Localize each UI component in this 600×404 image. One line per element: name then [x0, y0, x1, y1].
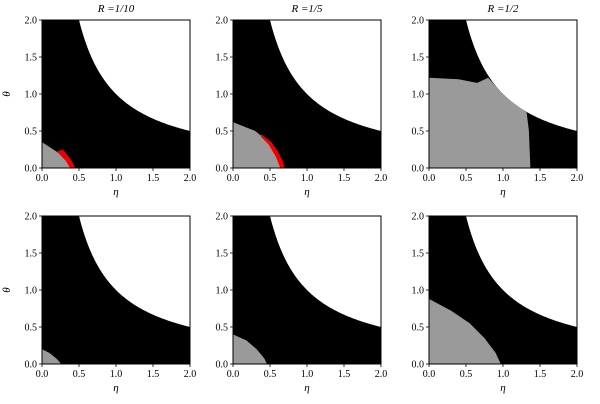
y-tick-label: 1.5 [25, 53, 38, 64]
red-region [56, 149, 76, 168]
x-axis-label: η [304, 186, 309, 198]
y-tick-label: 2.0 [25, 16, 38, 27]
y-tick-label: 0.5 [25, 323, 38, 334]
gray-region [429, 77, 531, 168]
y-tick-label: 2.0 [412, 212, 425, 223]
x-tick-label: 0.0 [423, 173, 436, 184]
x-tick-label: 0.5 [73, 173, 86, 184]
y-tick-label: 2.0 [412, 16, 425, 27]
y-tick-label: 0.0 [412, 360, 425, 371]
y-tick-label: 0.5 [412, 323, 425, 334]
chart-panel-2: 0.0 0.5 1.0 1.5 2.0 0.0 0.5 1.0 1.5 2.0 R =1/5 η [216, 3, 388, 198]
y-tick-label: 2.0 [216, 16, 229, 27]
x-tick-label: 2.0 [184, 369, 197, 380]
x-tick-label: 0.5 [264, 173, 277, 184]
gray-region [42, 349, 62, 364]
y-tick-label: 0.5 [412, 127, 425, 138]
feasible-region [42, 20, 190, 168]
x-axis-label: η [113, 186, 118, 198]
y-tick-label: 1.0 [412, 90, 425, 101]
y-tick-label: 0.5 [25, 127, 38, 138]
x-axis-label: η [304, 382, 309, 394]
x-tick-label: 0.0 [227, 369, 240, 380]
feasible-region [42, 216, 190, 364]
x-tick-label: 2.0 [375, 369, 388, 380]
x-tick-label: 1.5 [147, 173, 160, 184]
y-tick-label: 0.0 [216, 164, 229, 175]
x-tick-label: 1.0 [497, 369, 510, 380]
x-tick-label: 2.0 [375, 173, 388, 184]
y-tick-label: 1.0 [216, 90, 229, 101]
y-tick-label: 2.0 [25, 212, 38, 223]
y-tick-label: 0.0 [25, 164, 38, 175]
x-tick-label: 2.0 [184, 173, 197, 184]
chart-panel-3: 0.0 0.5 1.0 1.5 2.0 0.0 0.5 1.0 1.5 2.0 R =1/2 η [412, 3, 584, 198]
x-tick-label: 0.0 [36, 173, 49, 184]
x-tick-label: 1.5 [534, 173, 547, 184]
x-tick-label: 0.5 [460, 369, 473, 380]
y-axis-label: θ [1, 287, 13, 293]
x-tick-label: 0.5 [73, 369, 86, 380]
column-title: R =1/2 [487, 3, 519, 15]
gray-region [42, 142, 74, 168]
y-tick-label: 1.0 [412, 286, 425, 297]
x-tick-label: 1.5 [338, 173, 351, 184]
red-region [261, 133, 285, 168]
y-tick-label: 1.5 [216, 53, 229, 64]
x-tick-label: 1.5 [147, 369, 160, 380]
y-tick-label: 0.0 [25, 360, 38, 371]
chart-panel-4: 0.0 0.5 1.0 1.5 2.0 0.0 0.5 1.0 1.5 2.0 η θ [1, 212, 196, 395]
y-tick-label: 1.5 [25, 249, 38, 260]
y-tick-label: 0.5 [216, 323, 229, 334]
y-tick-label: 1.5 [412, 249, 425, 260]
y-tick-label: 0.0 [412, 164, 425, 175]
y-tick-label: 2.0 [216, 212, 229, 223]
x-tick-label: 1.0 [110, 369, 123, 380]
chart-panel-6: 0.0 0.5 1.0 1.5 2.0 0.0 0.5 1.0 1.5 2.0 η [412, 212, 584, 395]
x-tick-label: 2.0 [571, 369, 584, 380]
x-tick-label: 1.0 [301, 369, 314, 380]
x-tick-label: 0.5 [460, 173, 473, 184]
x-tick-label: 1.0 [301, 173, 314, 184]
x-tick-label: 0.0 [36, 369, 49, 380]
gray-region [233, 334, 268, 364]
feasible-region [233, 20, 381, 168]
y-axis-label: θ [1, 91, 13, 97]
gray-region [429, 298, 501, 364]
feasible-region [233, 216, 381, 364]
column-title: R =1/5 [291, 3, 323, 15]
x-tick-label: 0.0 [423, 369, 436, 380]
x-tick-label: 1.0 [497, 173, 510, 184]
chart-panel-5: 0.0 0.5 1.0 1.5 2.0 0.0 0.5 1.0 1.5 2.0 η [216, 212, 388, 395]
x-tick-label: 0.0 [227, 173, 240, 184]
y-tick-label: 1.0 [25, 90, 38, 101]
chart-panel-1: 0.0 0.5 1.0 1.5 2.0 0.0 0.5 1.0 1.5 2.0 R =1/10 η θ [1, 3, 196, 198]
y-tick-label: 1.5 [216, 249, 229, 260]
x-tick-label: 1.5 [338, 369, 351, 380]
x-axis-label: η [500, 186, 505, 198]
y-tick-label: 0.0 [216, 360, 229, 371]
x-tick-label: 1.0 [110, 173, 123, 184]
y-tick-label: 1.0 [216, 286, 229, 297]
y-tick-label: 0.5 [216, 127, 229, 138]
x-tick-label: 1.5 [534, 369, 547, 380]
gray-region [233, 122, 282, 168]
x-tick-label: 0.5 [264, 369, 277, 380]
column-title: R =1/10 [97, 3, 135, 15]
x-axis-label: η [500, 382, 505, 394]
y-tick-label: 1.5 [412, 53, 425, 64]
x-tick-label: 2.0 [571, 173, 584, 184]
x-axis-label: η [113, 382, 118, 394]
y-tick-label: 1.0 [25, 286, 38, 297]
